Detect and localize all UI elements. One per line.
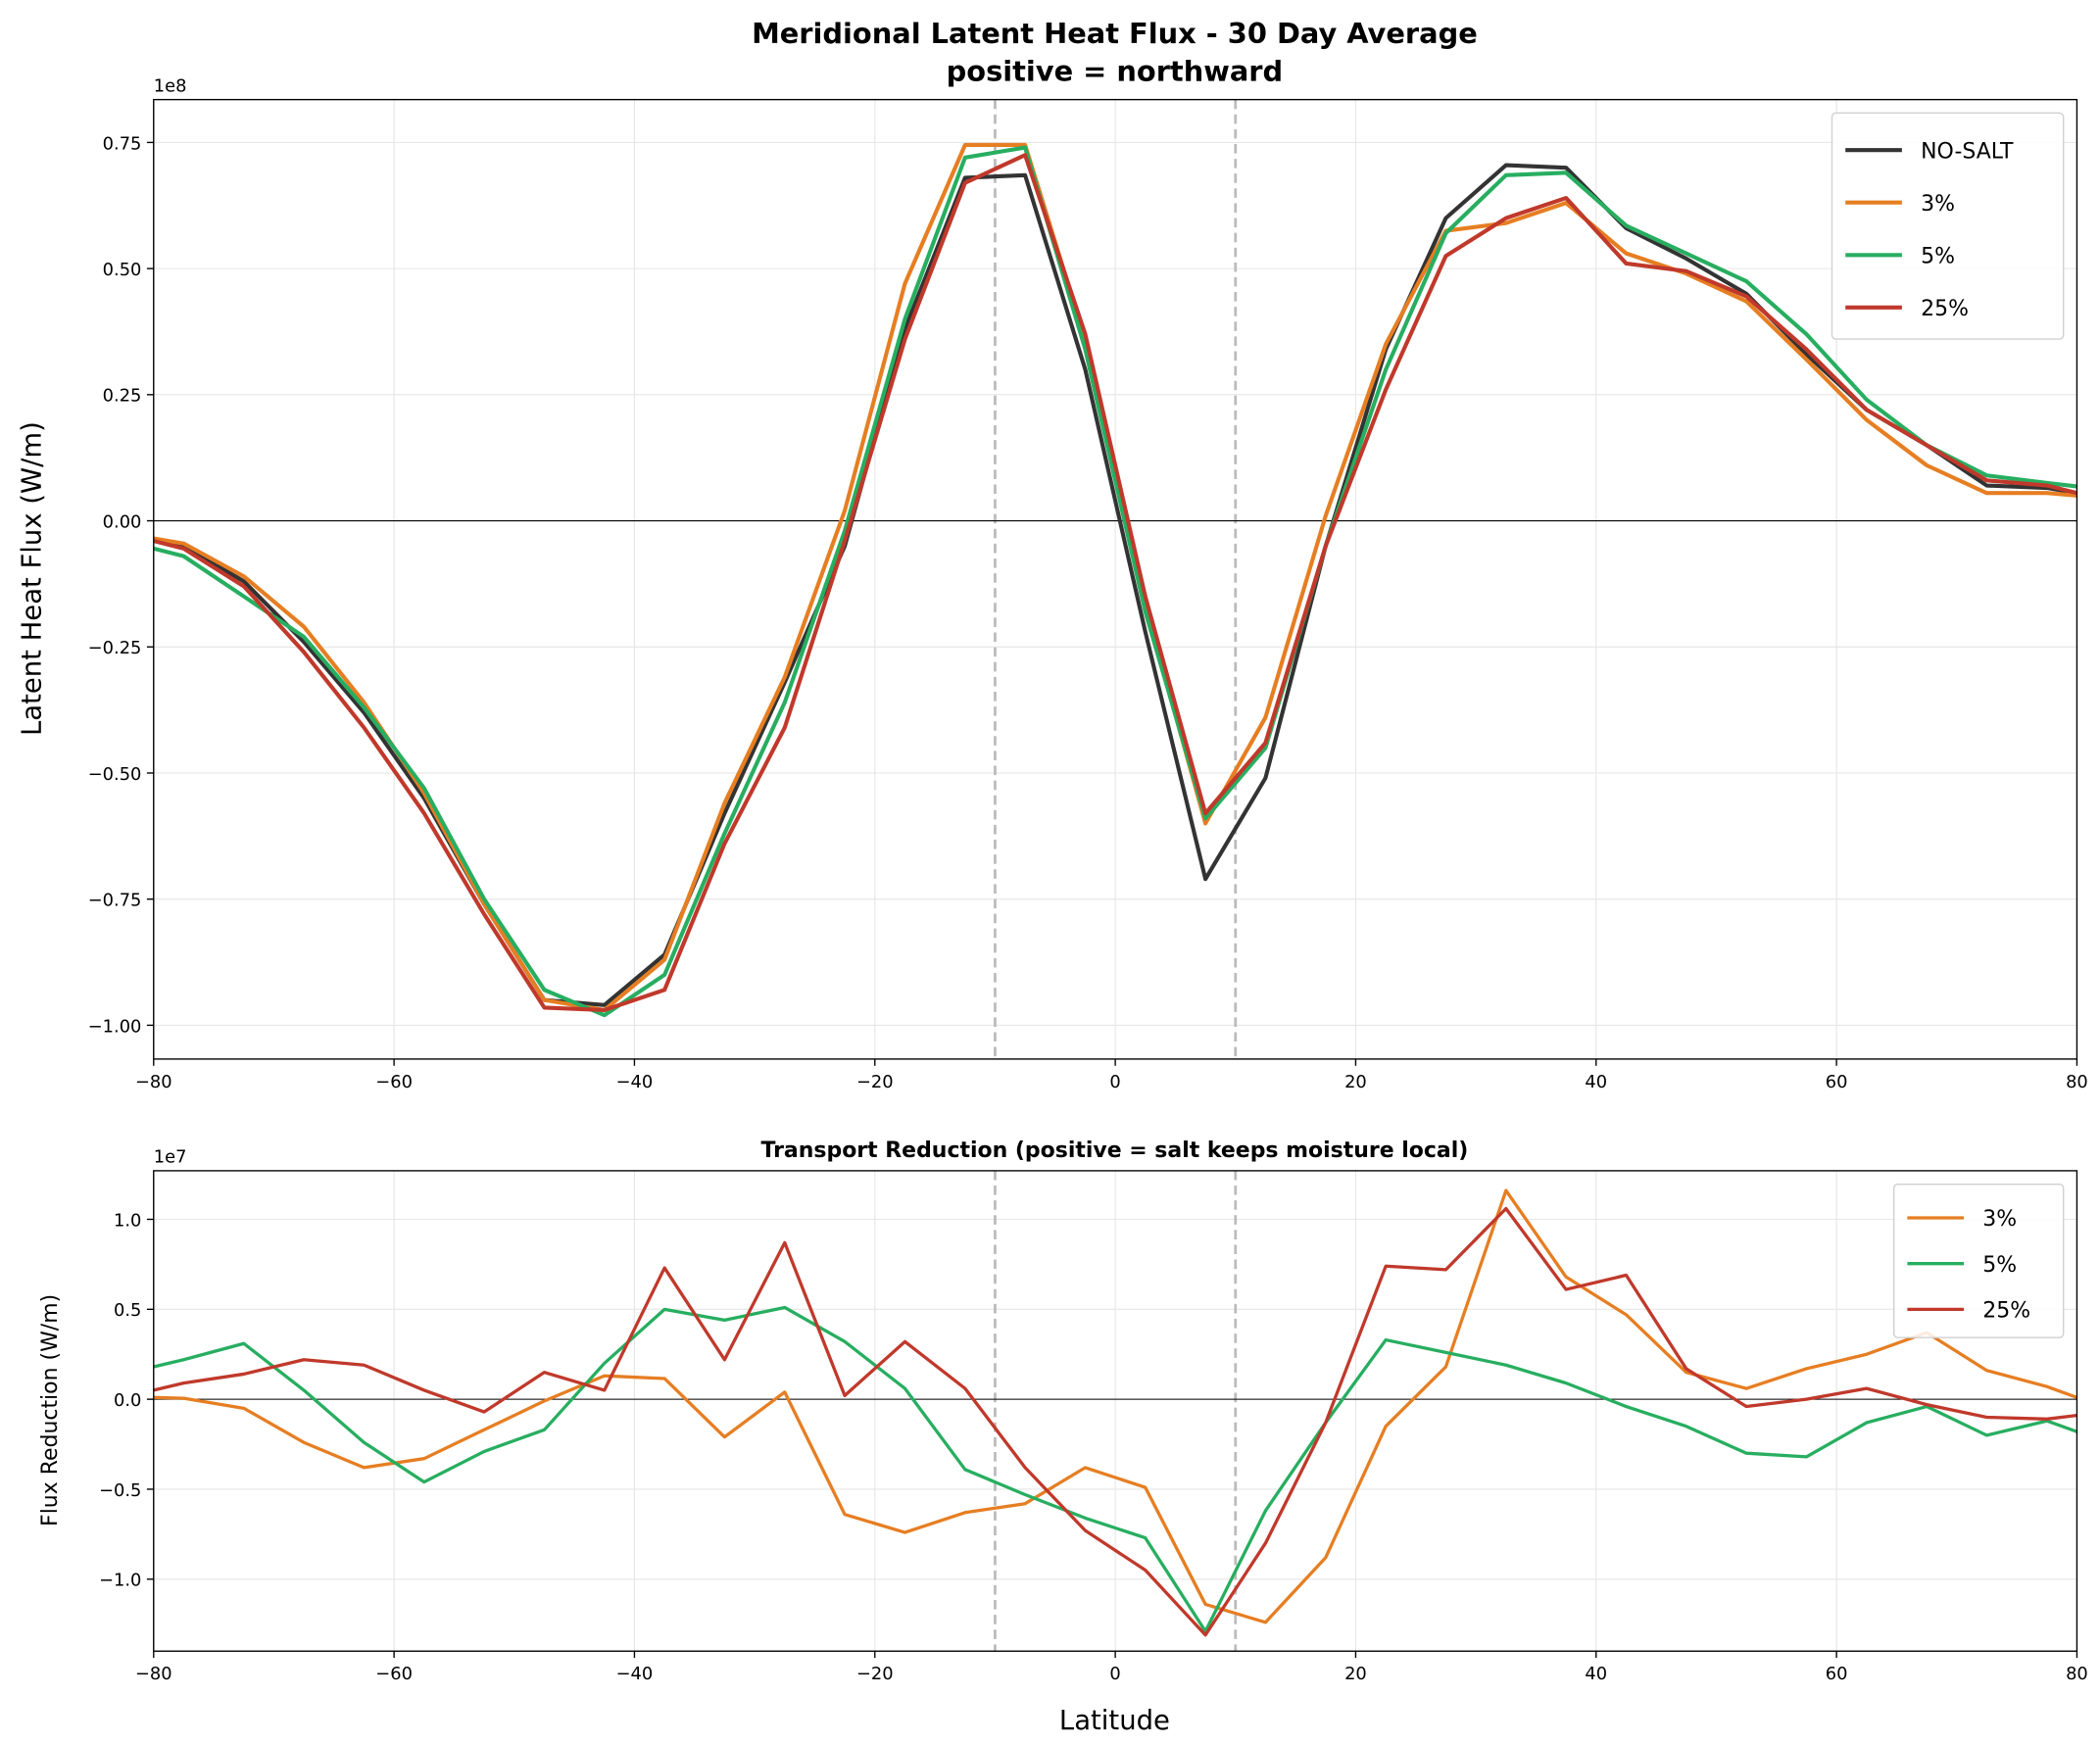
top-y-tick-label: −1.00 — [88, 1016, 142, 1037]
top-legend-label: NO-SALT — [1921, 139, 2014, 164]
bottom-x-tick-label: 0 — [1109, 1664, 1120, 1684]
top-x-tick-label: −60 — [375, 1072, 413, 1092]
bottom-y-axis-label: Flux Reduction (W/m) — [38, 1294, 63, 1526]
bottom-y-offset-label: 1e7 — [154, 1147, 187, 1168]
top-y-offset-label: 1e8 — [154, 75, 187, 96]
top-y-tick-label: 0.25 — [103, 386, 142, 407]
bottom-legend-label: 5% — [1982, 1253, 2017, 1278]
bottom-axes-frame — [153, 1170, 2078, 1652]
top-series-line-5pct — [153, 145, 2077, 1018]
top-series-group — [153, 142, 2077, 1018]
bottom-x-tick-label: −60 — [375, 1664, 413, 1684]
bottom-y-tick-label: 0.0 — [114, 1390, 141, 1411]
top-legend: NO-SALT 3% 5% 25% — [1831, 112, 2065, 340]
bottom-x-tick-label: 40 — [1585, 1664, 1607, 1684]
main-title-line-1: Meridional Latent Heat Flux - 30 Day Ave… — [752, 17, 1478, 50]
bottom-chart-title: Transport Reduction (positive = salt kee… — [761, 1138, 1469, 1163]
top-y-tick-label: −0.25 — [88, 638, 142, 658]
bottom-axes: −80 −60 −40 −20 0 20 40 60 80 −1.0 −0.5 0.0 0.5 1.0 3%… — [99, 1170, 2088, 1684]
bottom-legend-label: 25% — [1982, 1299, 2030, 1324]
bottom-legend-label: 3% — [1982, 1207, 2017, 1232]
bottom-legend: 3% 5% 25% — [1892, 1183, 2065, 1338]
bottom-x-tick-label: 60 — [1826, 1664, 1848, 1684]
bottom-x-tick-label: −20 — [856, 1664, 894, 1684]
top-legend-label: 5% — [1921, 245, 1955, 269]
bottom-series-group — [153, 1188, 2077, 1637]
x-axis-label: Latitude — [1059, 1706, 1170, 1736]
bottom-x-tick-label: −40 — [616, 1664, 654, 1684]
top-x-tick-label: 60 — [1826, 1072, 1848, 1092]
bottom-series-line-25pct — [153, 1206, 2077, 1637]
top-x-tick-label: −80 — [135, 1072, 172, 1092]
top-x-tick-label: 80 — [2066, 1072, 2088, 1092]
bottom-series-line-5pct — [153, 1305, 2077, 1633]
top-x-tick-label: 0 — [1109, 1072, 1120, 1092]
top-legend-box — [1831, 112, 2065, 340]
top-y-tick-label: 0.50 — [103, 260, 142, 280]
top-y-axis-label: Latent Heat Flux (W/m) — [17, 421, 47, 736]
top-x-tick-label: 40 — [1585, 1072, 1607, 1092]
bottom-y-tick-label: 0.5 — [114, 1300, 141, 1321]
bottom-x-tick-label: 20 — [1344, 1664, 1367, 1684]
bottom-x-tick-label: 80 — [2066, 1664, 2088, 1684]
top-axes-frame — [153, 98, 2078, 1060]
top-legend-label: 25% — [1921, 297, 1969, 321]
top-y-tick-label: −0.75 — [88, 891, 142, 911]
bottom-legend-box — [1892, 1183, 2065, 1338]
top-axes: −80 −60 −40 −20 0 20 40 60 80 −1.00 −0.75 −0.50 −0.2… — [88, 98, 2088, 1092]
bottom-y-tick-label: −1.0 — [99, 1571, 141, 1591]
top-x-tick-label: −40 — [616, 1072, 654, 1092]
top-x-tick-label: 20 — [1344, 1072, 1367, 1092]
top-y-tick-label: −0.50 — [88, 764, 142, 785]
top-x-tick-label: −20 — [856, 1072, 894, 1092]
bottom-y-tick-label: 1.0 — [114, 1210, 141, 1231]
bottom-x-tick-label: −80 — [135, 1664, 172, 1684]
bottom-series-line-3pct — [153, 1188, 2077, 1624]
main-title-line-2: positive = northward — [947, 54, 1284, 87]
bottom-y-tick-label: −0.5 — [99, 1480, 141, 1501]
top-legend-label: 3% — [1921, 192, 1955, 217]
top-y-tick-label: 0.00 — [103, 511, 142, 532]
top-series-line-25pct — [153, 153, 2077, 1012]
top-y-tick-label: 0.75 — [103, 133, 142, 154]
